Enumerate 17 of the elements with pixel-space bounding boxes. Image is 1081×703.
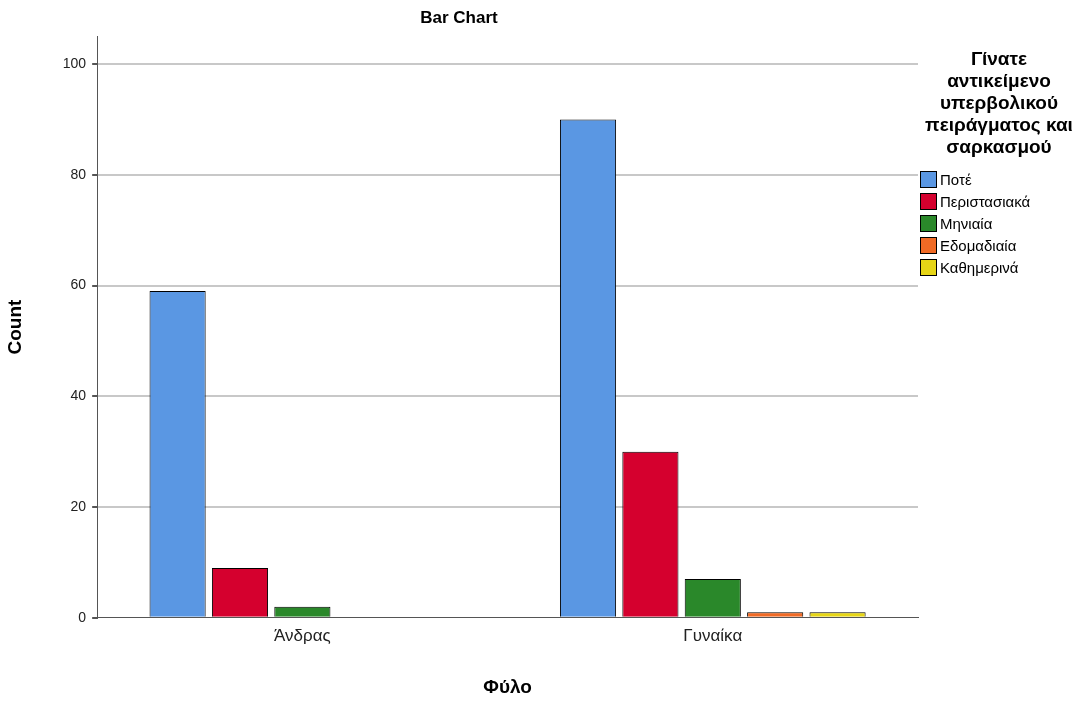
chart-title: Bar Chart	[420, 7, 499, 27]
y-tick-label: 60	[70, 276, 87, 293]
legend-label: Περιστασιακά	[940, 192, 1031, 210]
y-tick-label: 100	[62, 54, 87, 71]
y-tick-label: 80	[70, 165, 87, 182]
x-axis-title: Φύλο	[483, 675, 532, 697]
y-tick-label: 20	[70, 497, 87, 514]
legend-label: Καθημερινά	[940, 258, 1019, 276]
legend-label: Εδομαδιαία	[940, 236, 1017, 254]
y-tick-label: 0	[78, 608, 87, 625]
legend-title: Γίνατε αντικείμενο υπερβολικού πειράγματος και σαρκασμού	[924, 48, 1074, 158]
x-tick-label: Γυναίκα	[683, 625, 743, 645]
y-axis-title: Count	[3, 299, 25, 355]
x-tick-label: Άνδρας	[274, 625, 331, 645]
y-tick-label: 40	[70, 387, 87, 404]
legend-label: Μηνιαία	[940, 214, 993, 232]
legend-label: Ποτέ	[940, 170, 972, 188]
